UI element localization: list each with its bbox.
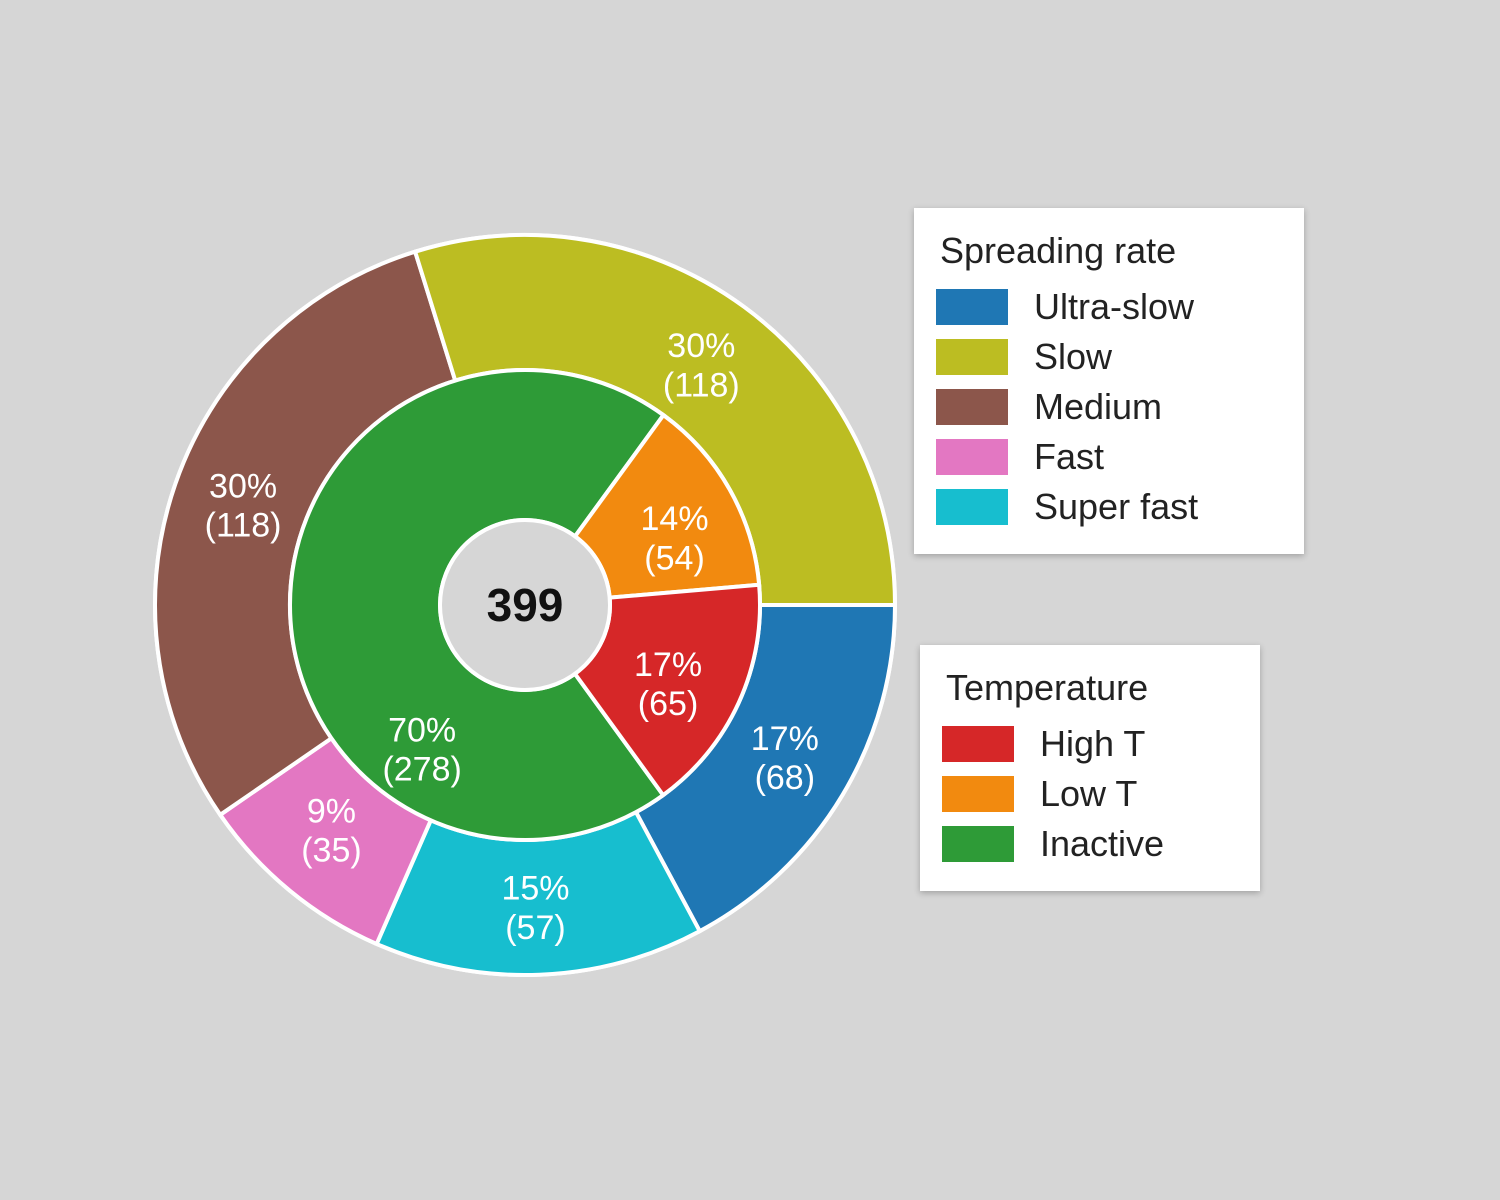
- legend-label: High T: [1040, 723, 1145, 765]
- chart-stage: 399 17%(68) 15%(57) 9%(35) 30%(118) 30%(118) 7…: [0, 0, 1500, 1200]
- center-total-label: 399: [487, 579, 564, 631]
- legend-swatch: [936, 289, 1008, 325]
- legend-item: Super fast: [936, 486, 1276, 528]
- slice-label-inactive: 70%(278): [382, 711, 461, 788]
- legend-item: Slow: [936, 336, 1276, 378]
- legend-item: Ultra-slow: [936, 286, 1276, 328]
- legend-swatch: [942, 776, 1014, 812]
- legend-swatch: [942, 726, 1014, 762]
- legend-item: Inactive: [942, 823, 1232, 865]
- legend-label: Slow: [1034, 336, 1112, 378]
- legend-title: Spreading rate: [940, 230, 1276, 272]
- legend-label: Inactive: [1040, 823, 1164, 865]
- legend-item: Medium: [936, 386, 1276, 428]
- slice-label-low_t: 14%(54): [641, 500, 709, 577]
- legend-swatch: [936, 339, 1008, 375]
- legend-label: Fast: [1034, 436, 1104, 478]
- nested-donut-chart: 399 17%(68) 15%(57) 9%(35) 30%(118) 30%(118) 7…: [147, 227, 903, 983]
- slice-label-medium: 30%(118): [205, 467, 282, 544]
- legend-label: Low T: [1040, 773, 1137, 815]
- legend-swatch: [936, 389, 1008, 425]
- legend-swatch: [936, 439, 1008, 475]
- legend-title: Temperature: [946, 667, 1232, 709]
- slice-label-slow: 30%(118): [663, 327, 740, 404]
- legend-swatch: [942, 826, 1014, 862]
- slice-label-high_t: 17%(65): [634, 646, 702, 723]
- legend-item: Fast: [936, 436, 1276, 478]
- legend-label: Super fast: [1034, 486, 1198, 528]
- slice-label-ultra_slow: 17%(68): [751, 720, 819, 797]
- legend-temperature: Temperature High T Low T Inactive: [920, 645, 1260, 891]
- legend-label: Medium: [1034, 386, 1162, 428]
- slice-label-fast: 9%(35): [301, 793, 361, 870]
- legend-item: Low T: [942, 773, 1232, 815]
- slice-label-super_fast: 15%(57): [501, 870, 569, 947]
- legend-spreading-rate: Spreading rate Ultra-slow Slow Medium Fa…: [914, 208, 1304, 554]
- legend-swatch: [936, 489, 1008, 525]
- legend-label: Ultra-slow: [1034, 286, 1194, 328]
- legend-item: High T: [942, 723, 1232, 765]
